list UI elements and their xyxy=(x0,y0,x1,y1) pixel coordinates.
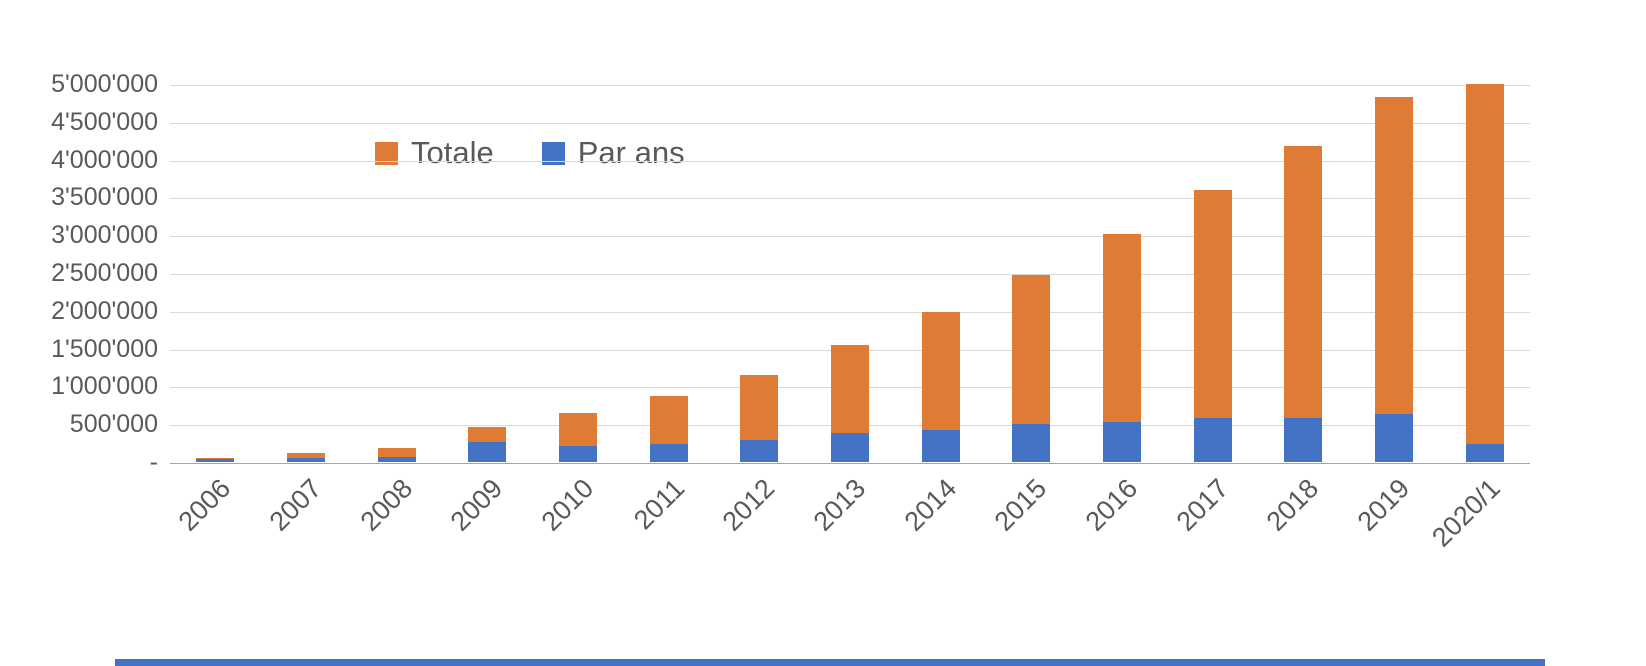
gridline xyxy=(170,85,1530,86)
bar-2016 xyxy=(1103,233,1141,462)
chart-legend: Totale Par ans xyxy=(375,135,685,171)
bottom-edge-strip xyxy=(115,659,1545,666)
bar-segment-totale xyxy=(740,375,779,441)
y-axis-tick-label: 3'500'000 xyxy=(51,183,158,212)
bar-segment-par-ans xyxy=(1465,443,1504,462)
bar-2018 xyxy=(1284,146,1323,462)
bar-2015 xyxy=(1012,274,1051,462)
bar-segment-par-ans xyxy=(740,440,779,462)
bar-segment-par-ans xyxy=(1193,418,1232,462)
y-axis-tick-label: 1'500'000 xyxy=(51,334,158,363)
y-axis-tick-label: 1'000'000 xyxy=(51,372,158,401)
bar-segment-par-ans xyxy=(921,429,960,462)
y-axis-tick-label: 500'000 xyxy=(69,410,158,439)
legend-label-par-ans: Par ans xyxy=(577,135,685,170)
plot-area: Totale Par ans xyxy=(170,84,1530,464)
bar-segment-totale xyxy=(649,396,688,444)
bar-segment-par-ans xyxy=(1375,414,1413,462)
bar-segment-totale xyxy=(1284,146,1323,419)
bar-segment-totale xyxy=(1465,84,1504,444)
legend-label-totale: Totale xyxy=(411,135,494,170)
bar-2006 xyxy=(196,458,235,462)
bar-segment-par-ans xyxy=(1284,418,1323,462)
bar-segment-totale xyxy=(468,427,507,443)
bar-segment-par-ans xyxy=(1012,424,1051,462)
bar-2013 xyxy=(831,344,869,462)
y-axis-tick-label: 5'000'000 xyxy=(51,69,158,98)
y-axis-tick-label: 3'000'000 xyxy=(51,221,158,250)
bar-2019 xyxy=(1375,96,1413,462)
bar-2010 xyxy=(559,412,597,462)
gridline xyxy=(170,236,1530,238)
y-axis-tick-label: 2'500'000 xyxy=(51,258,158,287)
legend-item-totale: Totale xyxy=(375,135,494,171)
bar-segment-par-ans xyxy=(649,443,688,462)
bar-segment-totale xyxy=(1193,189,1232,419)
bar-segment-par-ans xyxy=(196,458,235,462)
bar-segment-par-ans xyxy=(559,446,597,462)
gridline xyxy=(170,122,1530,124)
bar-segment-par-ans xyxy=(1103,421,1141,462)
y-axis-tick-label: 4'500'000 xyxy=(51,107,158,136)
bar-segment-totale xyxy=(1375,96,1413,415)
gridline xyxy=(170,274,1530,275)
bar-segment-par-ans xyxy=(468,442,507,462)
totale-swatch-icon xyxy=(375,141,398,165)
y-axis-tick-label: - xyxy=(149,447,158,476)
gridline xyxy=(170,198,1530,200)
bar-2017 xyxy=(1193,189,1232,462)
bar-2007 xyxy=(287,452,325,462)
bar-segment-totale xyxy=(831,344,869,433)
y-axis-tick-label: 2'000'000 xyxy=(51,296,158,325)
bar-2009 xyxy=(468,427,507,462)
legend-item-par-ans: Par ans xyxy=(541,135,685,171)
par-ans-swatch-icon xyxy=(541,141,565,165)
bar-segment-totale xyxy=(1012,274,1051,425)
bar-2012 xyxy=(740,375,779,462)
bar-segment-par-ans xyxy=(831,432,869,462)
bar-segment-totale xyxy=(921,312,960,430)
bar-segment-totale xyxy=(287,452,325,459)
gridline xyxy=(170,311,1530,313)
y-axis-tick-label: 4'000'000 xyxy=(51,145,158,174)
gridline xyxy=(170,160,1530,162)
bar-segment-totale xyxy=(377,447,416,457)
x-axis-line xyxy=(170,463,1530,464)
bar-segment-par-ans xyxy=(377,456,416,462)
bar-2011 xyxy=(649,396,688,462)
bar-2014 xyxy=(921,312,960,462)
bar-segment-par-ans xyxy=(287,458,325,462)
bar-2008 xyxy=(377,447,416,462)
bar-segment-totale xyxy=(559,412,597,447)
bar-2020/1 xyxy=(1465,84,1504,462)
bar-segment-totale xyxy=(1103,233,1141,422)
